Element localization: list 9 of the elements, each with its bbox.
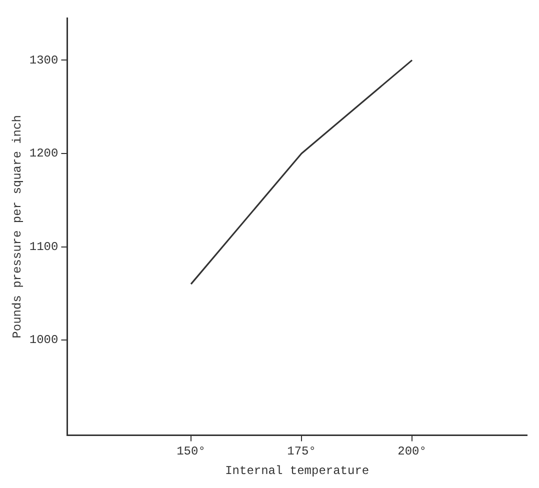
y-axis-title: Pounds pressure per square inch [10,115,24,338]
x-tick-label: 200° [398,444,426,459]
y-tick-label: 1200 [29,146,58,161]
x-tick-label: 150° [176,444,206,459]
y-tick-label: 1000 [29,333,58,348]
x-axis-title: Internal temperature [225,464,370,478]
y-tick-label: 1100 [29,240,58,254]
x-tick-label: 175° [287,444,316,459]
y-tick-label: 1300 [29,53,58,68]
